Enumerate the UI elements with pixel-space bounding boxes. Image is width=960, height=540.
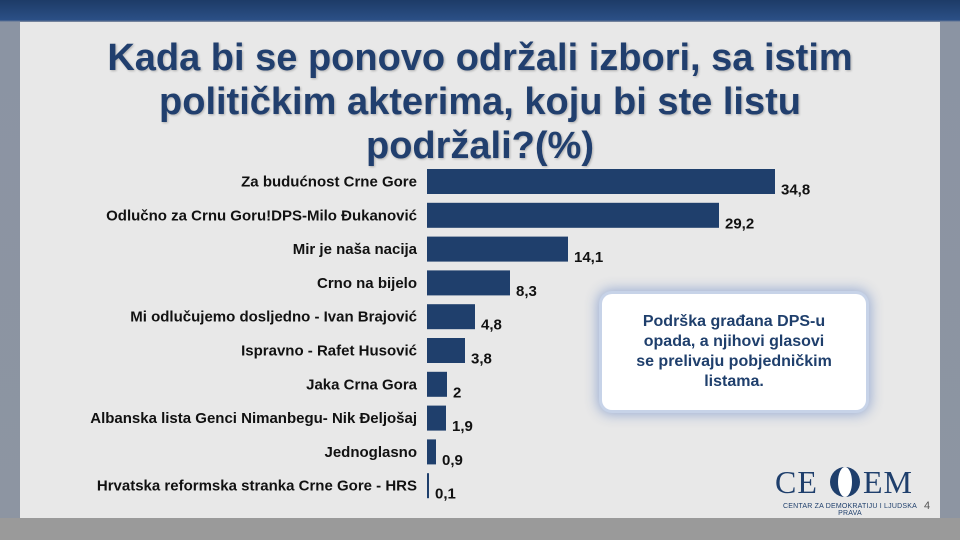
bar <box>427 405 446 431</box>
logo-text-right: EM <box>863 464 913 500</box>
bar <box>427 236 568 262</box>
category-label: Mir je naša nacija <box>293 241 418 258</box>
value-label: 2 <box>453 384 461 401</box>
value-label: 0,9 <box>442 452 463 469</box>
bar <box>427 270 510 296</box>
value-label: 14,1 <box>574 249 603 266</box>
category-label: Odlučno za Crnu Goru!DPS-Milo Đukanović <box>106 207 417 224</box>
category-label: Crno na bijelo <box>317 275 417 292</box>
bar <box>427 169 775 194</box>
title-line-3: podržali?(%) <box>366 125 594 167</box>
title-line-1: Kada bi se ponovo održali izbori, sa ist… <box>107 37 853 79</box>
value-label: 3,8 <box>471 351 492 368</box>
category-label: Ispravno - Rafet Husović <box>241 343 417 360</box>
bar <box>427 473 429 499</box>
callout-box: Podrška građana DPS-u opada, a njihovi g… <box>602 294 866 410</box>
page-number: 4 <box>924 500 931 512</box>
value-label: 8,3 <box>516 283 537 300</box>
chart-title: Kada bi se ponovo održali izbori, sa ist… <box>20 36 940 168</box>
category-label: Za budućnost Crne Gore <box>241 174 417 191</box>
value-label: 4,8 <box>481 317 502 334</box>
value-label: 34,8 <box>781 182 810 199</box>
value-label: 29,2 <box>725 215 754 232</box>
value-label: 0,1 <box>435 486 456 503</box>
bar <box>427 338 465 363</box>
category-label: Jaka Crna Gora <box>306 376 418 393</box>
category-label: Jednoglasno <box>324 444 417 461</box>
callout-text: Podrška građana DPS-u opada, a njihovi g… <box>636 313 832 390</box>
bar <box>427 202 719 228</box>
logo-text-left: CE <box>775 464 818 500</box>
category-label: Albanska lista Genci Nimanbegu- Nik Đelj… <box>90 410 417 427</box>
bar-chart: Za budućnost Crne Gore 34,8 Odlučno za Crn… <box>90 169 810 503</box>
logo-subtitle: CENTAR ZA DEMOKRATIJU I LJUDSKA PRAVA <box>783 503 917 517</box>
bar <box>427 439 436 465</box>
value-label: 1,9 <box>452 418 473 435</box>
title-line-2: političkim akterima, koju bi ste listu <box>159 81 801 123</box>
category-label: Mi odlučujemo dosljedno - Ivan Brajović <box>130 309 417 326</box>
logo-circle-icon <box>830 467 860 497</box>
category-label: Hrvatska reformska stranka Crne Gore - H… <box>97 478 417 495</box>
cedem-logo: CE EM CENTAR ZA DEMOKRATIJU I LJUDSKA PR… <box>775 462 925 517</box>
slide: Kada bi se ponovo održali izbori, sa ist… <box>20 22 940 518</box>
bar <box>427 371 447 397</box>
bar <box>427 304 475 330</box>
bottom-bar <box>0 518 960 540</box>
